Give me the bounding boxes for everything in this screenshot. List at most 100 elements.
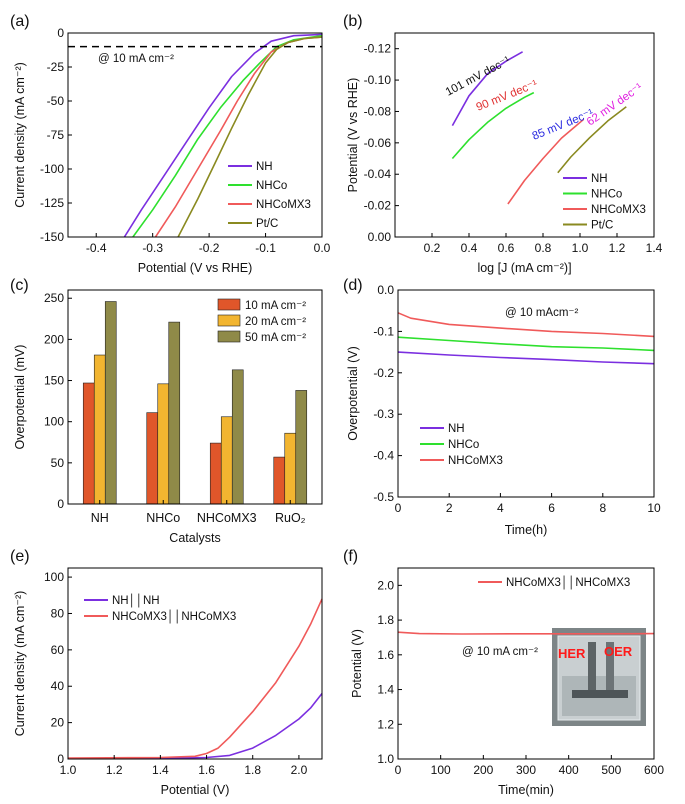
panel-f-xtick-label-3: 300	[516, 763, 536, 777]
panel-c-xlabel: Catalysts	[169, 531, 220, 545]
panel-e-frame	[67, 567, 323, 760]
panel-b-xtick-label-5: 1.2	[609, 241, 626, 255]
panel-f-photo-electrode-right	[606, 642, 614, 690]
panel-a-legend-label-0: NH	[256, 161, 273, 173]
panel-a-ylabel: Current density (mA cm⁻²)	[13, 62, 27, 208]
panel-d-series-0	[397, 351, 655, 365]
panel-b-xtick-label-1: 0.4	[461, 241, 478, 255]
panel-a-xtick-label-1: -0.3	[142, 241, 163, 255]
panel-c-bar-0-2	[104, 301, 117, 505]
panel-d-series-2	[397, 312, 655, 338]
panel-e-xtick-label-2: 1.4	[152, 763, 169, 777]
panel-c-bar-2-1	[220, 416, 233, 505]
panel-f-xtick-label-5: 500	[601, 763, 621, 777]
panel-b-letter: (b)	[343, 13, 363, 30]
panel-c-category-3: RuO₂	[275, 511, 306, 525]
panel-f-xtick-label-2: 200	[473, 763, 493, 777]
panel-c-legend-label-2: 50 mA cm⁻²	[245, 332, 306, 344]
panel-c-ytick-label-2: 100	[44, 415, 64, 429]
panel-c-frame	[67, 289, 323, 505]
panel-a-legend-label-3: Pt/C	[256, 218, 278, 230]
panel-e-ytick-label-2: 40	[51, 679, 65, 693]
panel-c-bar-1-0	[146, 412, 159, 505]
panel-c-ytick-label-1: 50	[51, 456, 65, 470]
panel-e-ytick-label-4: 80	[51, 606, 65, 620]
panel-b-xtick-label-4: 1.0	[572, 241, 589, 255]
panel-c: NH NHCo NHCoMX3 RuO₂ 0 50 100 150 200 250 10 mA cm…	[10, 277, 323, 545]
panel-b-ytick-label-6: -0.12	[364, 42, 392, 56]
panel-a-xtick-label-0: -0.4	[86, 241, 107, 255]
panel-a-xlabel: Potential (V vs RHE)	[138, 261, 253, 275]
panel-f-xlabel: Time(min)	[498, 783, 554, 797]
panel-d-ytick-label-0: 0.0	[377, 283, 394, 297]
panel-d-xtick-label-2: 4	[497, 501, 504, 515]
panel-a-ytick-label-2: -75	[47, 128, 65, 142]
panel-c-bar-0-1	[93, 354, 106, 505]
panel-d-legend-label-1: NHCo	[448, 439, 479, 451]
panel-f-ytick-label-2: 1.4	[377, 683, 394, 697]
panel-d-letter: (d)	[343, 277, 363, 294]
panel-d-xtick-label-4: 8	[599, 501, 606, 515]
panel-b-ylabel: Potential (V vs RHE)	[346, 78, 360, 193]
panel-e-xtick-label-4: 1.8	[244, 763, 261, 777]
panel-d-series-1	[397, 336, 655, 352]
panel-f-legend-label-0: NHCoMX3││NHCoMX3	[506, 575, 630, 590]
panel-a-xtick-label-2: -0.2	[199, 241, 220, 255]
panel-b: 0.2 0.4 0.6 0.8 1.0 1.2 1.4 0.00 -0.02 -0.04 -0.06…	[343, 13, 663, 275]
panel-a-xtick-label-3: -0.1	[255, 241, 276, 255]
panel-b-xtick-label-3: 0.8	[535, 241, 552, 255]
panel-b-ytick-label-5: -0.10	[364, 73, 392, 87]
panel-b-series-3	[557, 106, 627, 174]
panel-d-xtick-label-5: 10	[647, 501, 661, 515]
panel-a-series-3	[177, 36, 322, 237]
panel-c-bar-2-0	[209, 442, 222, 505]
panel-b-xtick-label-2: 0.6	[498, 241, 515, 255]
panel-f-ytick-label-4: 1.8	[377, 613, 394, 627]
panel-a-letter: (a)	[10, 13, 30, 30]
panel-c-legend-label-1: 20 mA cm⁻²	[245, 316, 306, 328]
panel-b-series-1	[451, 91, 535, 160]
panel-a-ytick-label-5: -150	[40, 230, 64, 244]
panel-b-legend-label-2: NHCoMX3	[591, 204, 646, 216]
panel-d-ylabel: Overpotential (V)	[346, 346, 360, 440]
panel-f: HER OER 0 100 200 300 400 500 600 1.0 1.2 1.4 1.6 1.8…	[343, 548, 664, 797]
panel-e-legend-label-0: NH││NH	[112, 593, 160, 608]
panel-a: -0.4 -0.3 -0.2 -0.1 0.0 -25 -50 -75 -100 -125 -150…	[10, 13, 331, 275]
panel-f-annotation: @ 10 mA cm⁻²	[462, 646, 538, 658]
panel-f-photo-label-her: HER	[558, 646, 586, 661]
panel-e-series-0	[67, 693, 323, 760]
panel-e-ytick-label-3: 60	[51, 643, 65, 657]
panel-e-xtick-label-1: 1.2	[106, 763, 123, 777]
panel-f-ytick-label-0: 1.0	[377, 752, 394, 766]
panel-d-xtick-label-3: 6	[548, 501, 555, 515]
panel-b-xlabel: log [J (mA cm⁻²)]	[477, 261, 571, 275]
panel-c-legend-swatch-2	[217, 330, 241, 343]
panel-c-category-2: NHCoMX3	[197, 511, 257, 525]
panel-f-xtick-label-0: 0	[395, 763, 402, 777]
panel-e-ytick-label-0: 0	[57, 752, 64, 766]
panel-a-series-0	[123, 33, 322, 237]
panel-e-ytick-label-5: 100	[44, 570, 64, 584]
panel-d-frame	[397, 289, 655, 498]
panel-d-legend-label-2: NHCoMX3	[448, 455, 503, 467]
panel-b-legend-label-3: Pt/C	[591, 220, 613, 232]
panel-a-ytick-label-4: -125	[40, 196, 64, 210]
panel-b-series-2	[507, 118, 585, 205]
panel-b-legend-label-1: NHCo	[591, 189, 622, 201]
panel-f-ytick-label-1: 1.2	[377, 717, 394, 731]
panel-c-bar-3-0	[273, 456, 286, 505]
panel-f-letter: (f)	[343, 548, 358, 565]
panel-e-ylabel: Current density (mA cm⁻²)	[13, 591, 27, 737]
panel-d-ytick-label-2: -0.2	[373, 366, 394, 380]
panel-f-photo-label-oer: OER	[604, 644, 633, 659]
panel-f-series-0	[397, 631, 655, 635]
panel-f-ytick-label-3: 1.6	[377, 648, 394, 662]
panel-c-ytick-label-3: 150	[44, 374, 64, 388]
panel-b-xtick-label-0: 0.2	[424, 241, 441, 255]
panel-c-legend-swatch-0	[217, 298, 241, 311]
panel-d-ytick-label-5: -0.5	[373, 490, 394, 504]
panel-b-ytick-label-4: -0.08	[364, 104, 392, 118]
panel-e-ytick-label-1: 20	[51, 716, 65, 730]
panel-c-category-1: NHCo	[146, 511, 180, 525]
